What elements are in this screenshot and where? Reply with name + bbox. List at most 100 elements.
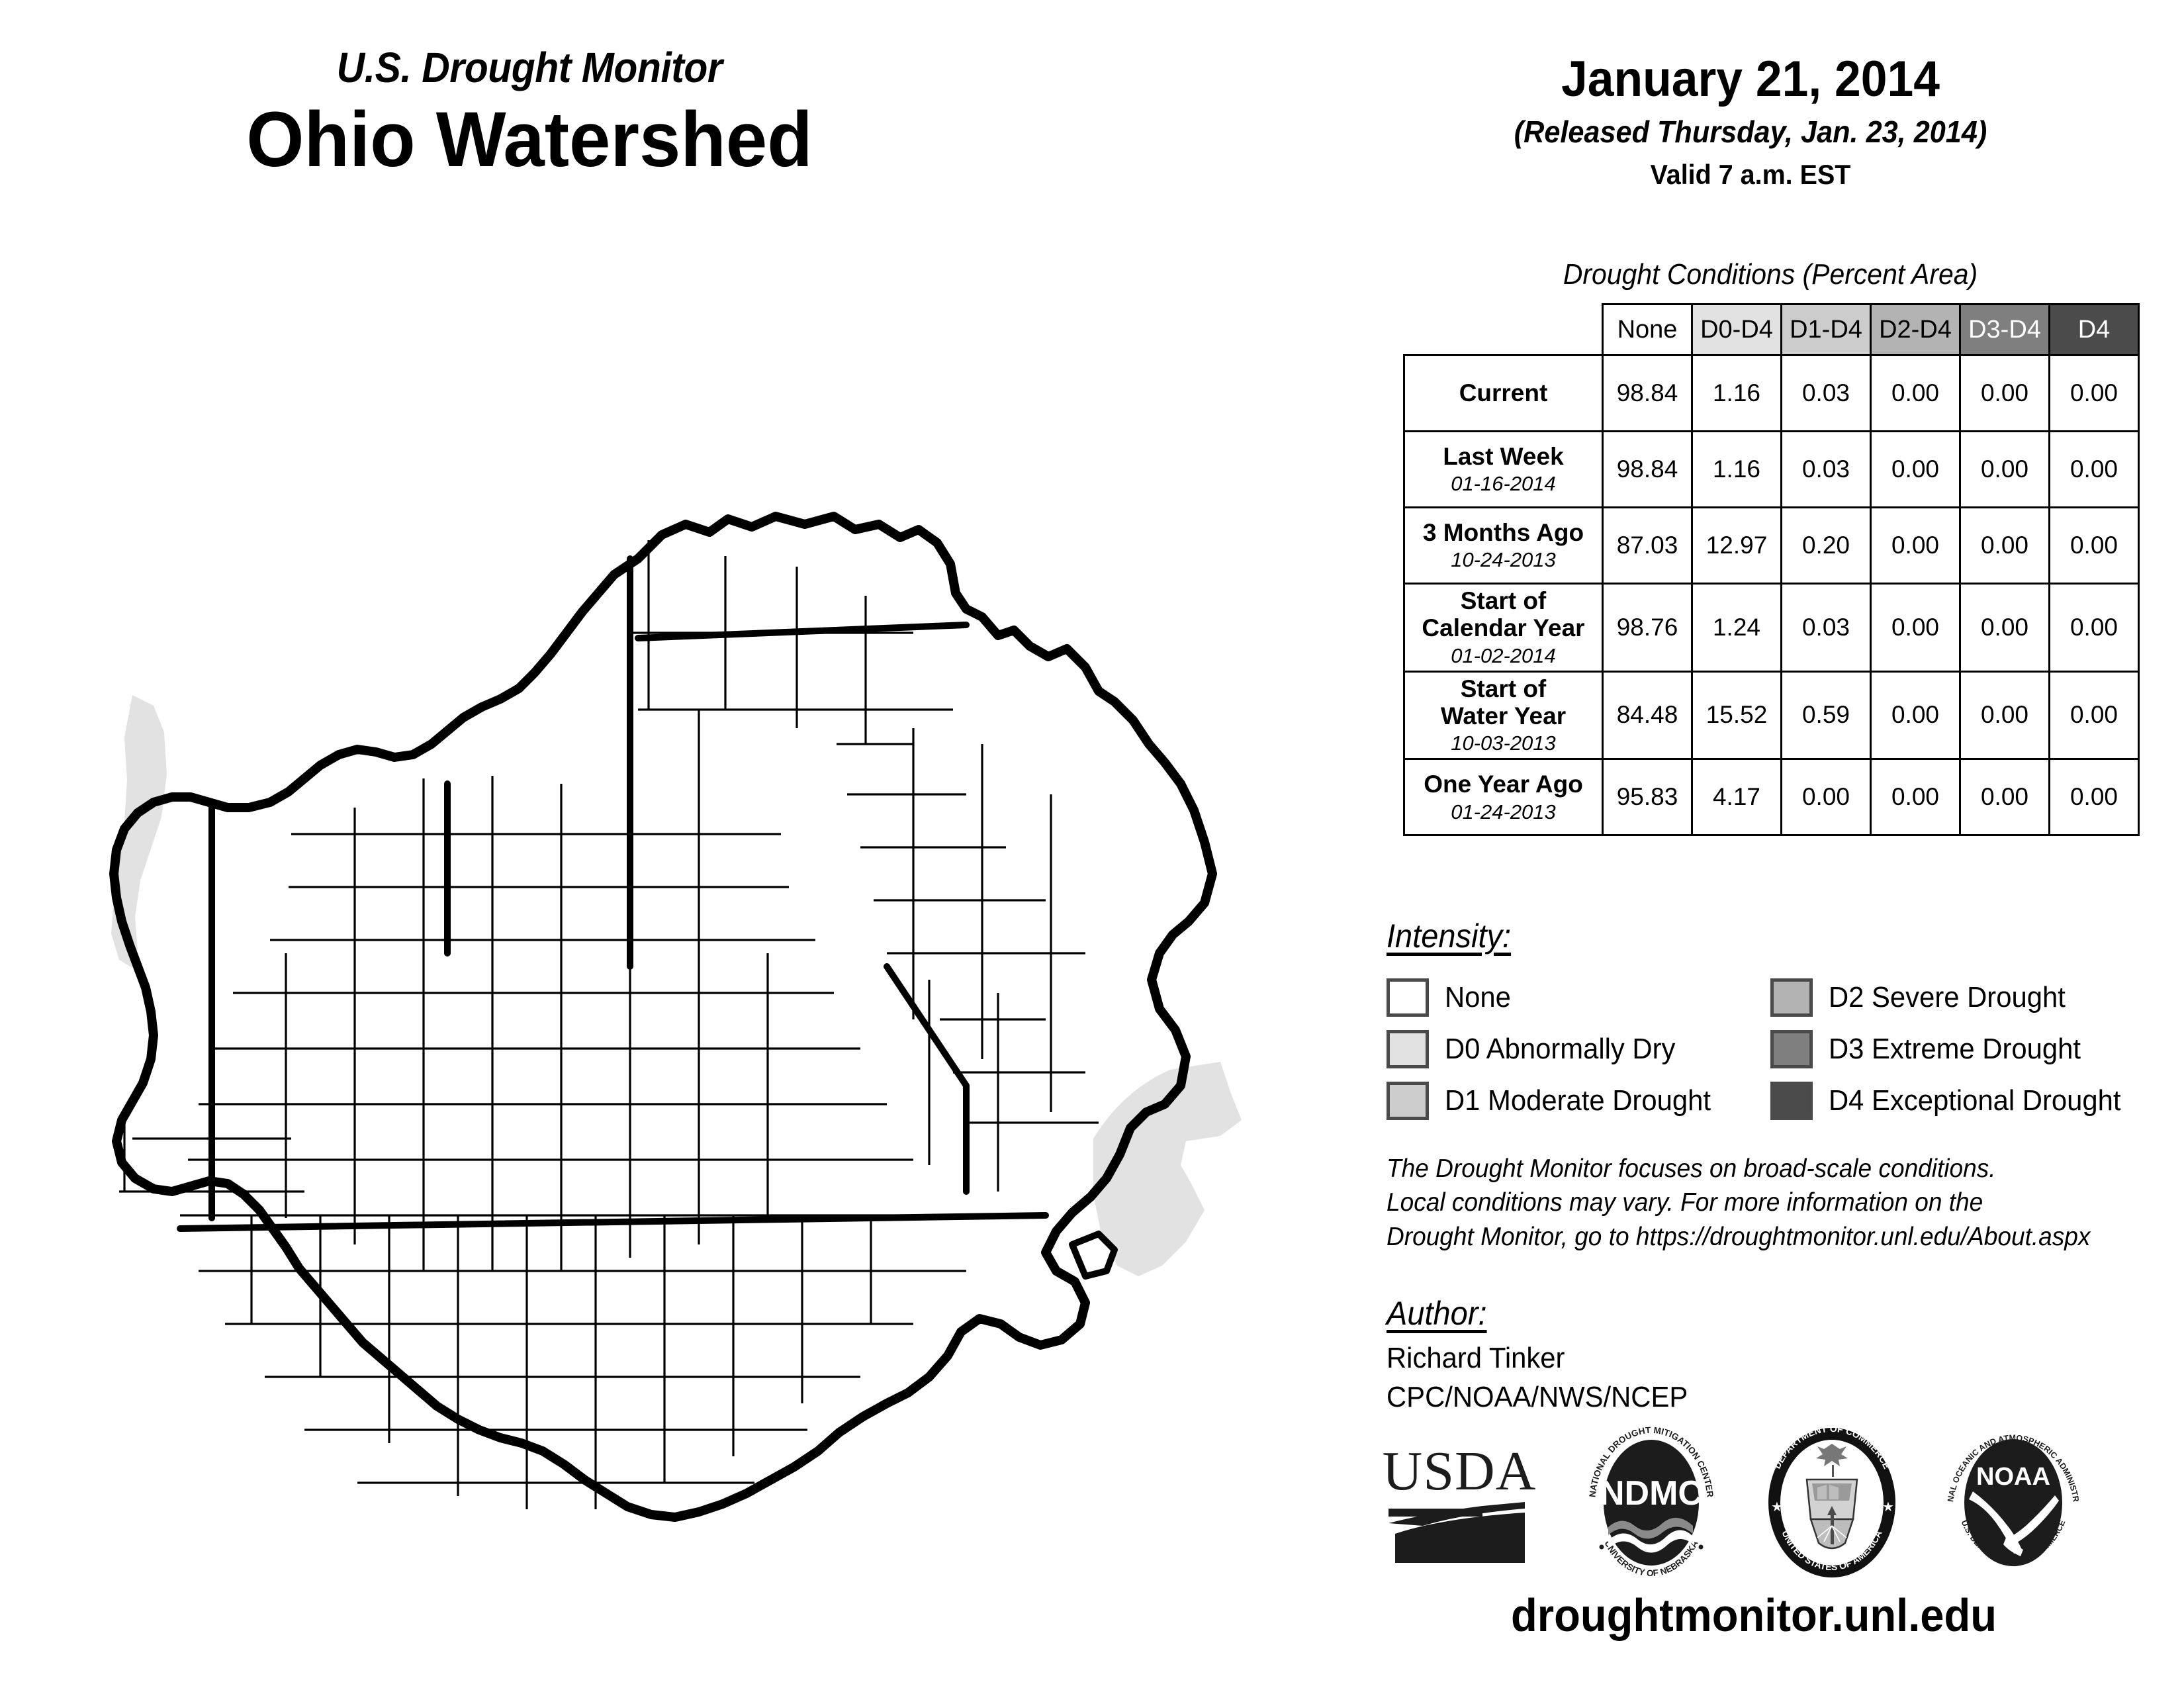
- legend-label-3: D3 Extreme Drought: [1829, 1033, 2081, 1065]
- table-col-header-d4: D4: [2048, 303, 2140, 356]
- author-affiliation: CPC/NOAA/NWS/NCEP: [1387, 1381, 1688, 1414]
- svg-text:USDA: USDA: [1383, 1440, 1535, 1502]
- usda-logo-svg: USDA: [1383, 1440, 1535, 1563]
- table-body: Current 98.84 1.16 0.03 0.00 0.00 0.00 Last Wee…: [1403, 354, 2140, 837]
- cell-0-5: 0.00: [2048, 354, 2140, 432]
- cell-4-3: 0.00: [1870, 670, 1961, 761]
- cell-5-4: 0.00: [1959, 758, 2050, 837]
- watershed-outline-detail: [1069, 1231, 1118, 1280]
- doc-seal-logo: DEPARTMENT OF COMMERCE UNITED STATES OF …: [1760, 1423, 1903, 1582]
- disclaimer-line-3: Drought Monitor, go to https://droughtmo…: [1387, 1222, 2091, 1251]
- date-block: January 21, 2014 (Released Thursday, Jan…: [1343, 53, 2158, 191]
- svg-text:★: ★: [1882, 1500, 1894, 1515]
- cell-2-1: 12.97: [1691, 506, 1782, 585]
- doc-seal-svg: DEPARTMENT OF COMMERCE UNITED STATES OF …: [1768, 1423, 1895, 1577]
- noaa-logo: NATIONAL OCEANIC AND ATMOSPHERIC ADMINIS…: [1939, 1419, 2085, 1582]
- row-label-4: Start of Water Year 10-03-2013: [1403, 670, 1604, 761]
- disclaimer-line-2: Local conditions may vary. For more info…: [1387, 1188, 1983, 1217]
- cell-2-3: 0.00: [1870, 506, 1961, 585]
- d0-area-west: [111, 695, 167, 968]
- cell-0-3: 0.00: [1870, 354, 1961, 432]
- usdm-supertitle: U.S. Drought Monitor: [336, 44, 723, 91]
- row-date-5: 01-24-2013: [1451, 800, 1556, 823]
- cell-3-5: 0.00: [2048, 583, 2140, 673]
- usda-logo: USDA: [1383, 1440, 1535, 1572]
- table-row: Last Week 01-16-2014 98.84 1.16 0.03 0.00 0.00…: [1403, 430, 2140, 508]
- row-label-0: Current: [1403, 354, 1604, 432]
- table-corner-cell: [1404, 305, 1603, 355]
- cell-1-4: 0.00: [1959, 430, 2050, 508]
- legend-swatch-5: [1770, 1082, 1813, 1120]
- logo-row: USDA NATIONAL DROUGHT MITIGATION CENTER …: [1383, 1419, 2164, 1582]
- legend-swatch-1: [1770, 978, 1813, 1017]
- cell-0-1: 1.16: [1691, 354, 1782, 432]
- region-title: Ohio Watershed: [246, 96, 813, 183]
- cell-1-5: 0.00: [2048, 430, 2140, 508]
- disclaimer-line-1: The Drought Monitor focuses on broad-sca…: [1387, 1154, 1996, 1183]
- cell-4-4: 0.00: [1959, 670, 2050, 761]
- row-label-3: Start of Calendar Year 01-02-2014: [1403, 583, 1604, 673]
- cell-5-3: 0.00: [1870, 758, 1961, 837]
- cell-3-4: 0.00: [1959, 583, 2050, 673]
- legend-item-d1: D1 Moderate Drought: [1387, 1075, 1770, 1127]
- valid-date: January 21, 2014: [1561, 51, 1940, 107]
- released-date: (Released Thursday, Jan. 23, 2014): [1514, 114, 1987, 149]
- map-svg: [109, 512, 1242, 1522]
- cell-4-2: 0.59: [1780, 670, 1872, 761]
- title-block: U.S. Drought Monitor Ohio Watershed: [0, 46, 1059, 181]
- svg-text:NDMC: NDMC: [1600, 1474, 1703, 1513]
- legend-item-d4: D4 Exceptional Drought: [1770, 1075, 2161, 1127]
- cell-4-5: 0.00: [2048, 670, 2140, 761]
- ndmc-logo: NATIONAL DROUGHT MITIGATION CENTER UNIVE…: [1582, 1425, 1721, 1582]
- legend-item-d3: D3 Extreme Drought: [1770, 1023, 2161, 1075]
- drought-conditions-table: None D0-D4 D1-D4 D2-D4 D3-D4 D4 Current 98.84 1…: [1403, 303, 2140, 837]
- row-date-1: 01-16-2014: [1451, 472, 1556, 496]
- table-col-header-d3-d4: D3-D4: [1959, 303, 2050, 356]
- author-block: Richard Tinker CPC/NOAA/NWS/NCEP: [1387, 1338, 1688, 1417]
- legend-item-none: None: [1387, 972, 1770, 1023]
- intensity-heading: Intensity:: [1387, 917, 1512, 955]
- table-row: 3 Months Ago 10-24-2013 87.03 12.97 0.20 0.00…: [1403, 506, 2140, 585]
- legend-label-0: None: [1445, 981, 1511, 1013]
- cell-2-5: 0.00: [2048, 506, 2140, 585]
- row-label-1: Last Week 01-16-2014: [1403, 430, 1604, 508]
- legend-item-d0: D0 Abnormally Dry: [1387, 1023, 1770, 1075]
- table-caption: Drought Conditions (Percent Area): [1563, 258, 1978, 291]
- cell-2-4: 0.00: [1959, 506, 2050, 585]
- cell-0-4: 0.00: [1959, 354, 2050, 432]
- table-col-header-d1-d4: D1-D4: [1780, 303, 1872, 356]
- cell-1-2: 0.03: [1780, 430, 1872, 508]
- footer-url: droughtmonitor.unl.edu: [1510, 1589, 1997, 1641]
- row-date-2: 10-24-2013: [1451, 548, 1556, 572]
- cell-4-0: 84.48: [1602, 670, 1693, 761]
- drought-shading-layer: [111, 695, 1242, 1276]
- table-header-row: None D0-D4 D1-D4 D2-D4 D3-D4 D4: [1404, 303, 2140, 356]
- disclaimer-text: The Drought Monitor focuses on broad-sca…: [1387, 1152, 2128, 1254]
- cell-1-3: 0.00: [1870, 430, 1961, 508]
- row-label-5: One Year Ago 01-24-2013: [1403, 758, 1604, 837]
- ndmc-logo-svg: NATIONAL DROUGHT MITIGATION CENTER UNIVE…: [1587, 1425, 1715, 1578]
- watershed-outline: [109, 512, 1217, 1522]
- table-col-header-d0-d4: D0-D4: [1691, 303, 1782, 356]
- table-row: Current 98.84 1.16 0.03 0.00 0.00 0.00: [1403, 354, 2140, 432]
- noaa-logo-svg: NATIONAL OCEANIC AND ATMOSPHERIC ADMINIS…: [1939, 1419, 2081, 1566]
- row-label-2: 3 Months Ago 10-24-2013: [1403, 506, 1604, 585]
- cell-2-0: 87.03: [1602, 506, 1693, 585]
- table-row: One Year Ago 01-24-2013 95.83 4.17 0.00 0.00 0…: [1403, 758, 2140, 837]
- county-boundaries: [119, 540, 1099, 1509]
- cell-4-1: 15.52: [1691, 670, 1782, 761]
- legend-label-2: D0 Abnormally Dry: [1445, 1033, 1676, 1065]
- cell-2-2: 0.20: [1780, 506, 1872, 585]
- cell-1-1: 1.16: [1691, 430, 1782, 508]
- svg-text:★: ★: [1771, 1500, 1783, 1515]
- legend-swatch-3: [1770, 1030, 1813, 1068]
- state-boundaries: [177, 555, 1049, 1232]
- ohio-watershed-map: [40, 397, 1324, 1575]
- cell-0-0: 98.84: [1602, 354, 1693, 432]
- legend-label-4: D1 Moderate Drought: [1445, 1084, 1711, 1117]
- cell-5-2: 0.00: [1780, 758, 1872, 837]
- cell-5-5: 0.00: [2048, 758, 2140, 837]
- table-row: Start of Water Year 10-03-2013 84.48 15.52 0.…: [1403, 670, 2140, 761]
- legend-swatch-0: [1387, 978, 1429, 1017]
- legend-label-5: D4 Exceptional Drought: [1829, 1084, 2121, 1117]
